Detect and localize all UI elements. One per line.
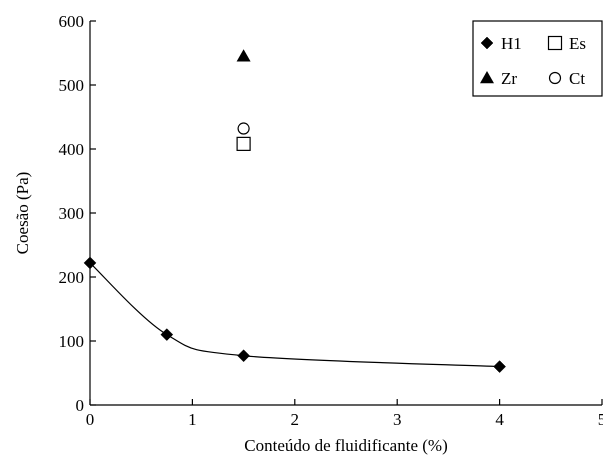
data-point-h1-2 — [237, 349, 250, 363]
data-point-h1-3 — [493, 360, 506, 373]
fit-curve-h1 — [89, 262, 500, 368]
legend-symbol-ct — [548, 71, 562, 85]
legend-symbol-h1 — [480, 36, 494, 50]
x-tick-label-2: 2 — [291, 410, 300, 429]
data-point-h1-1 — [160, 328, 174, 341]
y-tick-label-4: 400 — [59, 140, 85, 159]
y-tick-label-1: 100 — [59, 332, 85, 351]
tick-labels: 0 1 2 3 4 5 0 100 200 300 400 500 600 — [59, 12, 603, 429]
legend-symbol-zr — [480, 71, 494, 84]
ticks — [89, 20, 603, 406]
legend-label-h1: H1 — [501, 34, 522, 53]
legend-label-ct: Ct — [569, 69, 585, 88]
y-tick-label-6: 600 — [59, 12, 85, 31]
data-point-zr-0 — [236, 49, 251, 62]
data-markers — [83, 49, 506, 373]
y-axis-title: Coesão (Pa) — [13, 172, 32, 255]
legend-label-zr: Zr — [501, 69, 517, 88]
x-tick-label-0: 0 — [86, 410, 95, 429]
fit-curve-layer — [89, 262, 500, 368]
x-tick-label-3: 3 — [393, 410, 402, 429]
y-tick-label-2: 200 — [59, 268, 85, 287]
legend: H1 Es Zr Ct — [472, 20, 603, 97]
y-tick-label-3: 300 — [59, 204, 85, 223]
y-tick-label-5: 500 — [59, 76, 85, 95]
x-axis-title: Conteúdo de fluidificante (%) — [244, 436, 447, 455]
legend-box — [472, 20, 603, 97]
data-point-ct-0 — [237, 122, 250, 135]
data-point-es-0 — [236, 136, 251, 151]
legend-label-es: Es — [569, 34, 586, 53]
x-tick-label-5: 5 — [598, 410, 603, 429]
data-point-h1-0 — [83, 256, 97, 270]
y-tick-label-0: 0 — [76, 396, 85, 415]
legend-symbol-es — [547, 35, 563, 51]
x-tick-label-1: 1 — [188, 410, 197, 429]
x-tick-label-4: 4 — [495, 410, 504, 429]
